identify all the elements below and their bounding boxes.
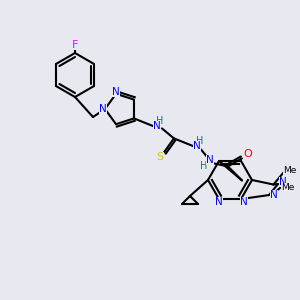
Text: H: H [156, 116, 164, 126]
Text: H: H [196, 136, 204, 146]
Text: N: N [215, 197, 223, 207]
Text: N: N [112, 87, 120, 97]
Text: N: N [279, 177, 287, 187]
Text: N: N [240, 197, 248, 207]
Text: N: N [193, 141, 201, 152]
Text: N: N [270, 190, 278, 200]
Text: N: N [99, 104, 107, 114]
Text: N: N [153, 122, 161, 131]
Text: Me: Me [283, 166, 296, 175]
Text: O: O [244, 149, 252, 159]
Text: Me: Me [281, 183, 295, 192]
Text: F: F [72, 40, 78, 50]
Text: S: S [156, 152, 164, 162]
Text: N: N [206, 155, 214, 165]
Text: H: H [200, 161, 208, 171]
